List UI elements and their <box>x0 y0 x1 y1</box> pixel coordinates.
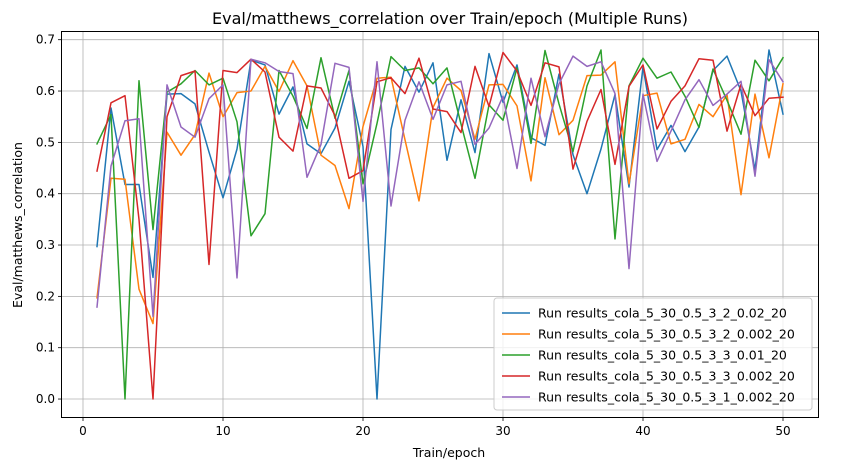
series-line-3 <box>95 49 785 400</box>
plot-frame <box>61 31 819 418</box>
series-lines <box>95 49 785 400</box>
y-tick-label: 0.7 <box>36 33 55 47</box>
series-line-1 <box>96 49 784 400</box>
legend: Run results_cola_5_30_0.5_3_2_0.02_20 Run… <box>493 297 813 411</box>
y-tick-label: 0.5 <box>36 135 55 149</box>
legend-entry-3: Run results_cola_5_30_0.5_3_3_0.01_20 <box>538 348 787 363</box>
x-axis-label: Train/epoch <box>412 445 485 460</box>
y-tick-label: 0.6 <box>36 84 55 98</box>
y-tick-label: 0.4 <box>36 187 55 201</box>
legend-box <box>493 297 813 411</box>
legend-entry-1: Run results_cola_5_30_0.5_3_2_0.02_20 <box>538 306 787 321</box>
legend-entry-4: Run results_cola_5_30_0.5_3_3_0.002_20 <box>538 369 795 384</box>
y-axis-label: Eval/matthews_correlation <box>10 142 25 308</box>
legend-entry-5: Run results_cola_5_30_0.5_3_1_0.002_20 <box>538 390 795 405</box>
chart-title: Eval/matthews_correlation over Train/epo… <box>212 9 688 29</box>
x-tick-label: 10 <box>215 424 230 438</box>
x-axis: 0 10 20 30 40 50 <box>79 417 791 438</box>
x-tick-label: 40 <box>635 424 650 438</box>
y-tick-label: 0.2 <box>36 289 55 303</box>
x-tick-label: 20 <box>355 424 370 438</box>
x-tick-label: 0 <box>79 424 87 438</box>
y-tick-label: 0.1 <box>36 341 55 355</box>
x-tick-label: 50 <box>775 424 790 438</box>
y-tick-label: 0.3 <box>36 238 55 252</box>
y-axis: 0.0 0.1 0.2 0.3 0.4 0.5 0.6 0.7 <box>36 33 62 406</box>
series-line-5 <box>96 55 785 318</box>
x-tick-label: 30 <box>495 424 510 438</box>
y-tick-label: 0.0 <box>36 392 55 406</box>
legend-entry-2: Run results_cola_5_30_0.5_3_2_0.002_20 <box>538 327 795 342</box>
series-line-4 <box>96 51 784 400</box>
